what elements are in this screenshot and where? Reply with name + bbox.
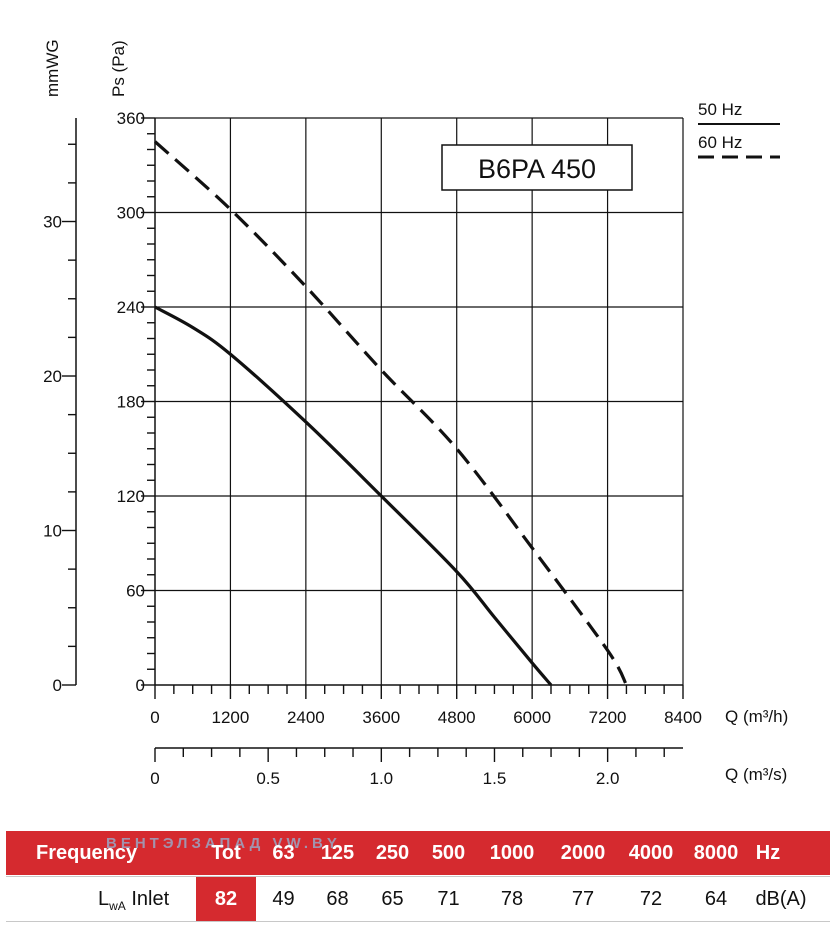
lwa-value: 72 xyxy=(639,888,663,910)
lwa-value: 71 xyxy=(437,888,460,910)
freq-total-header: Tot xyxy=(211,842,241,864)
y-tick-label: 120 xyxy=(117,487,145,506)
y-tick-label: 240 xyxy=(117,298,145,317)
freq-band-header: 500 xyxy=(431,842,466,864)
lwa-row: LwA Inlet 82 49 68 65 71 78 77 72 64 dB(A) xyxy=(6,876,830,922)
y-tick-label: 180 xyxy=(117,393,145,412)
frequency-row: Frequency ВЕНТЭЛЗАПАД VW.BY Tot 63 125 250 5… xyxy=(6,831,830,875)
x-tick-label: 7200 xyxy=(589,708,627,727)
y-tick-label: 300 xyxy=(117,204,145,223)
x2-tick-label: 0 xyxy=(150,769,159,788)
x-tick-label: 6000 xyxy=(513,708,551,727)
freq-band-header: 63 xyxy=(272,842,295,864)
freq-band-header: 2000 xyxy=(560,842,606,864)
x2-axis-title: Q (m³/s) xyxy=(725,765,787,784)
y-tick-label: 0 xyxy=(136,676,145,695)
legend-label-60hz: 60 Hz xyxy=(698,133,742,152)
lwa-value: 49 xyxy=(272,888,295,910)
y2-tick-label: 10 xyxy=(43,522,62,541)
x-tick-label: 1200 xyxy=(212,708,250,727)
tick-labels: 0 1200 2400 3600 4800 6000 7200 840036030024018… xyxy=(43,109,702,788)
series-line-60hz xyxy=(153,140,628,686)
lwa-value: 68 xyxy=(326,888,349,910)
lwa-value: 65 xyxy=(381,888,404,910)
lwa-value: 77 xyxy=(571,888,595,910)
series-lines xyxy=(153,140,628,687)
x2-tick-label: 2.0 xyxy=(596,769,620,788)
y-tick-label: 360 xyxy=(117,109,145,128)
fan-curve-chart: 0 1200 2400 3600 4800 6000 7200 840036030024018… xyxy=(43,39,788,788)
freq-unit-header: Hz xyxy=(755,842,781,864)
freq-band-header: 250 xyxy=(375,842,410,864)
y2-tick-label: 30 xyxy=(43,213,62,232)
lwa-value: 78 xyxy=(500,888,524,910)
x-tick-label: 3600 xyxy=(362,708,400,727)
y2-tick-label: 0 xyxy=(53,676,62,695)
axes xyxy=(62,117,684,762)
y-tick-label: 60 xyxy=(126,582,145,601)
x-tick-label: 4800 xyxy=(438,708,476,727)
x-axis-title: Q (m³/h) xyxy=(725,707,788,726)
y2-axis-title: mmWG xyxy=(43,39,62,97)
lwa-unit: dB(A) xyxy=(755,888,807,910)
frequency-label: Frequency xyxy=(36,842,138,864)
series-line-50hz xyxy=(154,305,553,687)
sound-power-table: Frequency ВЕНТЭЛЗАПАД VW.BY Tot 63 125 250 5… xyxy=(6,831,830,922)
lwa-value: 64 xyxy=(704,888,728,910)
x-tick-label: 2400 xyxy=(287,708,325,727)
x2-tick-label: 1.0 xyxy=(369,769,393,788)
model-label: B6PA 450 xyxy=(478,154,596,184)
freq-band-header: 125 xyxy=(320,842,355,864)
x-tick-label: 0 xyxy=(150,708,159,727)
freq-band-header: 1000 xyxy=(489,842,535,864)
legend-label-50hz: 50 Hz xyxy=(698,100,742,119)
watermark-text: ВЕНТЭЛЗАПАД VW.BY xyxy=(106,835,341,852)
x2-tick-label: 0.5 xyxy=(256,769,280,788)
freq-band-header: 4000 xyxy=(628,842,674,864)
freq-band-header: 8000 xyxy=(693,842,739,864)
y2-tick-label: 20 xyxy=(43,367,62,386)
model-label-box xyxy=(441,144,633,191)
x2-tick-label: 1.5 xyxy=(483,769,507,788)
grid-lines xyxy=(155,117,684,685)
y-axis-title: Ps (Pa) xyxy=(109,40,128,97)
total-value: 82 xyxy=(196,877,256,921)
lwa-label: LwA Inlet xyxy=(98,888,170,913)
x-tick-label: 8400 xyxy=(664,708,702,727)
